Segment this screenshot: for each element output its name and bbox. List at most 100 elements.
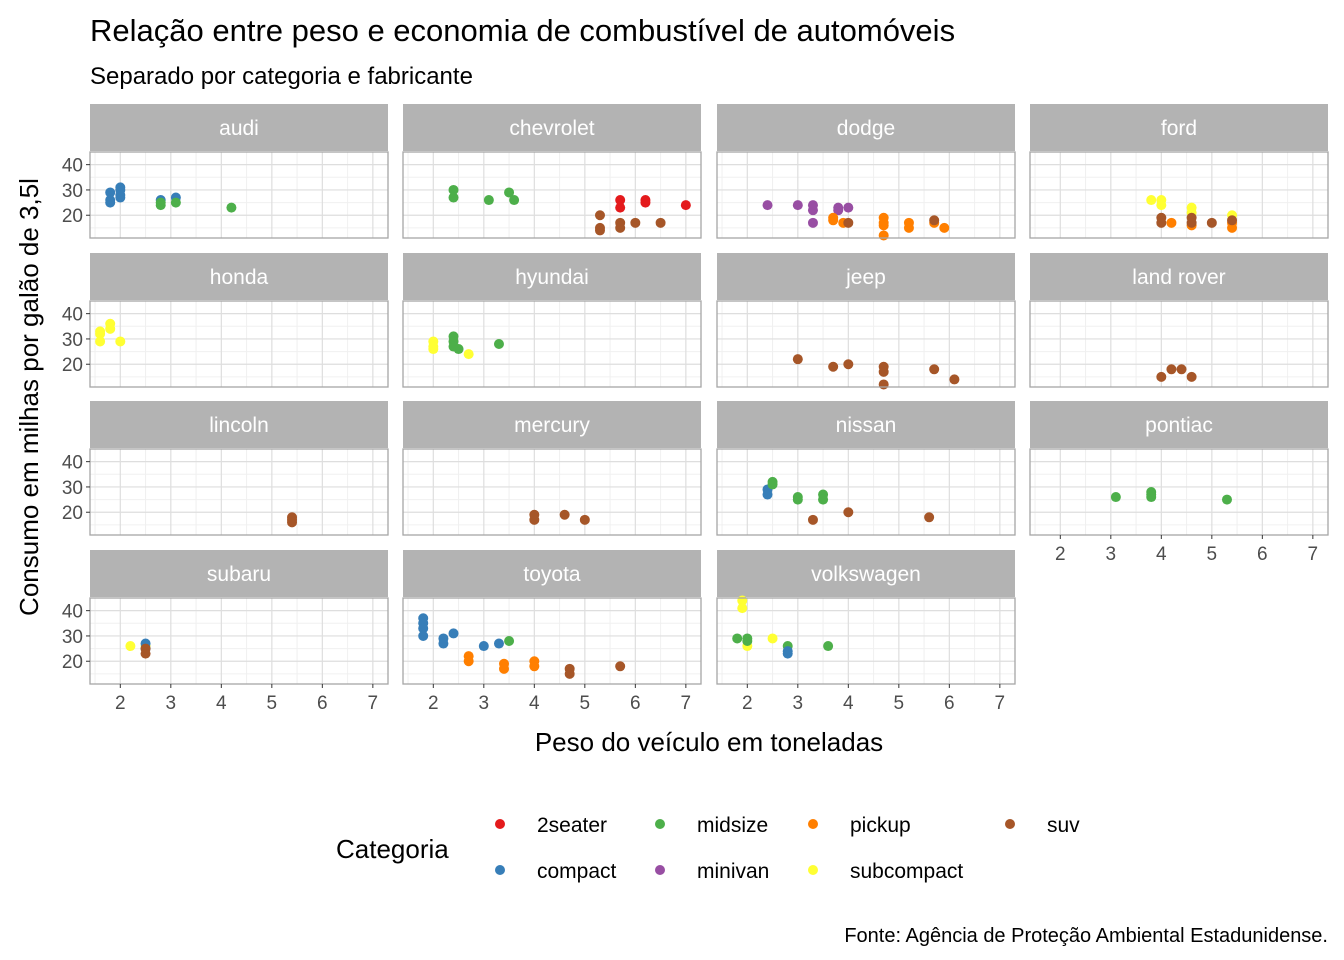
x-tick-label: 3: [793, 693, 804, 714]
legend-label: pickup: [850, 814, 911, 837]
x-tick-label: 4: [843, 693, 854, 714]
panel-toyota: toyota 2 3 4 5 6 7: [402, 550, 702, 714]
panel-background: [717, 598, 1015, 684]
panel-subaru: subaru 20 30 40 2 3 4 5 6 7: [62, 550, 389, 714]
legend-title: Categoria: [336, 834, 449, 864]
strip-background: [90, 253, 388, 300]
data-point: [1221, 494, 1232, 505]
strip-background: [1030, 401, 1328, 448]
legend-item-compact: compact: [495, 860, 617, 883]
legend-key: [495, 865, 505, 875]
data-point: [762, 200, 773, 211]
data-point: [594, 210, 605, 221]
y-tick-label: 20: [62, 652, 83, 673]
data-point: [640, 197, 651, 208]
data-point: [807, 200, 818, 211]
strip-label: honda: [210, 266, 269, 289]
data-point: [1166, 364, 1177, 375]
data-point: [1156, 200, 1167, 211]
legend-key: [655, 819, 665, 829]
x-tick-label: 4: [216, 693, 227, 714]
panel-border: [716, 448, 1016, 536]
strip-label: toyota: [523, 563, 581, 586]
data-point: [105, 323, 116, 334]
x-tick-label: 7: [681, 693, 692, 714]
legend-key: [495, 819, 505, 829]
x-tick-label: 6: [317, 693, 328, 714]
data-point: [1146, 492, 1157, 503]
data-point: [418, 623, 429, 634]
panel-border: [89, 151, 389, 239]
data-point: [732, 633, 743, 644]
legend-key: [808, 865, 818, 875]
data-point: [929, 364, 940, 375]
strip-background: [403, 401, 701, 448]
data-point: [483, 195, 494, 206]
panel-background: [403, 598, 701, 684]
panel-honda: honda 20 30 40: [62, 253, 389, 388]
strip-background: [1030, 104, 1328, 151]
x-tick-label: 3: [479, 693, 490, 714]
strip-background: [717, 104, 1015, 151]
x-tick-label: 6: [1257, 544, 1268, 565]
data-point: [615, 661, 626, 672]
x-tick-label: 7: [995, 693, 1006, 714]
y-tick-label: 40: [62, 156, 83, 177]
data-point: [843, 202, 854, 213]
x-tick-label: 6: [630, 693, 641, 714]
data-point: [493, 339, 504, 349]
data-point: [843, 507, 854, 518]
data-point: [499, 663, 510, 674]
panel-background: [717, 152, 1015, 238]
panel-background: [90, 449, 388, 535]
strip-label: subaru: [207, 563, 271, 586]
panel-border: [402, 448, 702, 536]
data-point: [1110, 492, 1121, 503]
panel-border: [716, 300, 1016, 388]
panel-background: [90, 152, 388, 238]
data-point: [615, 195, 626, 206]
data-point: [579, 514, 590, 525]
data-point: [767, 633, 778, 644]
legend-item-pickup: pickup: [808, 814, 911, 837]
panel-border: [1029, 151, 1329, 239]
x-tick-label: 4: [529, 693, 540, 714]
strip-background: [403, 104, 701, 151]
panel-border: [1029, 300, 1329, 388]
data-point: [1156, 217, 1167, 228]
panel-border: [402, 151, 702, 239]
data-point: [529, 661, 540, 672]
data-point: [792, 354, 803, 365]
panel-border: [89, 448, 389, 536]
legend-item-midsize: midsize: [655, 814, 768, 837]
x-tick-label: 2: [742, 693, 753, 714]
data-point: [818, 494, 829, 505]
data-point: [287, 517, 298, 528]
data-point: [105, 187, 116, 198]
panel-lincoln: lincoln 20 30 40: [62, 401, 389, 536]
chart-title: Relação entre peso e economia de combust…: [90, 13, 955, 48]
panel-nissan: nissan: [716, 401, 1016, 536]
panel-border: [716, 151, 1016, 239]
x-tick-label: 6: [944, 693, 955, 714]
data-point: [767, 479, 778, 490]
panel-background: [90, 598, 388, 684]
legend-key: [1005, 819, 1015, 829]
data-point: [125, 641, 136, 652]
strip-background: [717, 253, 1015, 300]
x-tick-label: 4: [1156, 544, 1167, 565]
legend-label: midsize: [697, 814, 768, 837]
data-point: [939, 222, 950, 233]
legend-item-minivan: minivan: [655, 860, 769, 883]
data-point: [463, 656, 474, 667]
strip-background: [90, 550, 388, 597]
data-point: [1176, 364, 1187, 375]
strip-label: hyundai: [515, 266, 589, 289]
data-point: [949, 374, 960, 385]
data-point: [1227, 215, 1238, 226]
x-tick-label: 3: [1106, 544, 1117, 565]
data-point: [170, 197, 181, 208]
strip-background: [90, 401, 388, 448]
x-tick-label: 3: [166, 693, 177, 714]
data-point: [493, 638, 504, 649]
